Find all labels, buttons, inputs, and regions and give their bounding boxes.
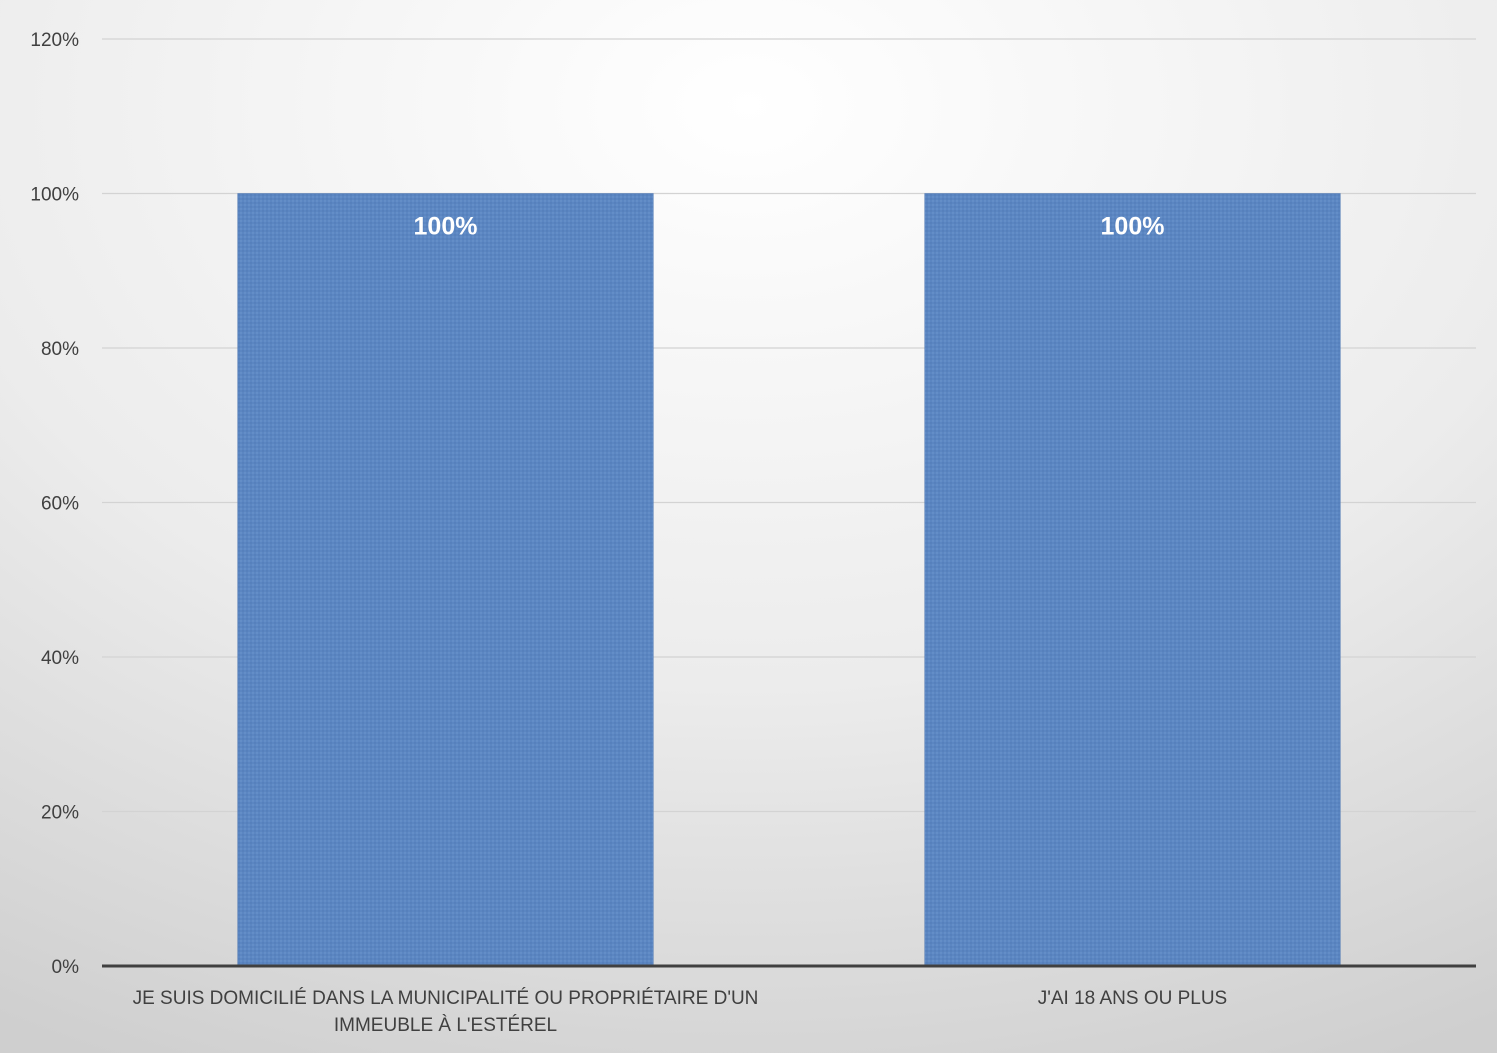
bar [924, 193, 1341, 967]
y-tick-label: 120% [30, 30, 79, 51]
category-labels: JE SUIS DOMICILIÉ DANS LA MUNICIPALITÉ O… [133, 988, 1228, 1036]
category-label: JE SUIS DOMICILIÉ DANS LA MUNICIPALITÉ O… [133, 988, 759, 1009]
bars [237, 193, 1341, 967]
y-tick-label: 20% [41, 803, 79, 824]
y-axis-ticks: 0% 20% 40% 60% 80% 100% 120% [30, 30, 79, 978]
category-label: IMMEUBLE À L'ESTÉREL [334, 1015, 557, 1036]
y-tick-label: 100% [30, 185, 79, 206]
y-tick-label: 80% [41, 339, 79, 360]
y-tick-label: 40% [41, 648, 79, 669]
data-label: 100% [414, 213, 478, 241]
category-label: J'AI 18 ANS OU PLUS [1038, 988, 1227, 1009]
bar [237, 193, 654, 967]
data-label: 100% [1101, 213, 1165, 241]
data-labels: 100% 100% [414, 213, 1165, 241]
y-tick-label: 0% [52, 957, 80, 978]
y-tick-label: 60% [41, 494, 79, 515]
